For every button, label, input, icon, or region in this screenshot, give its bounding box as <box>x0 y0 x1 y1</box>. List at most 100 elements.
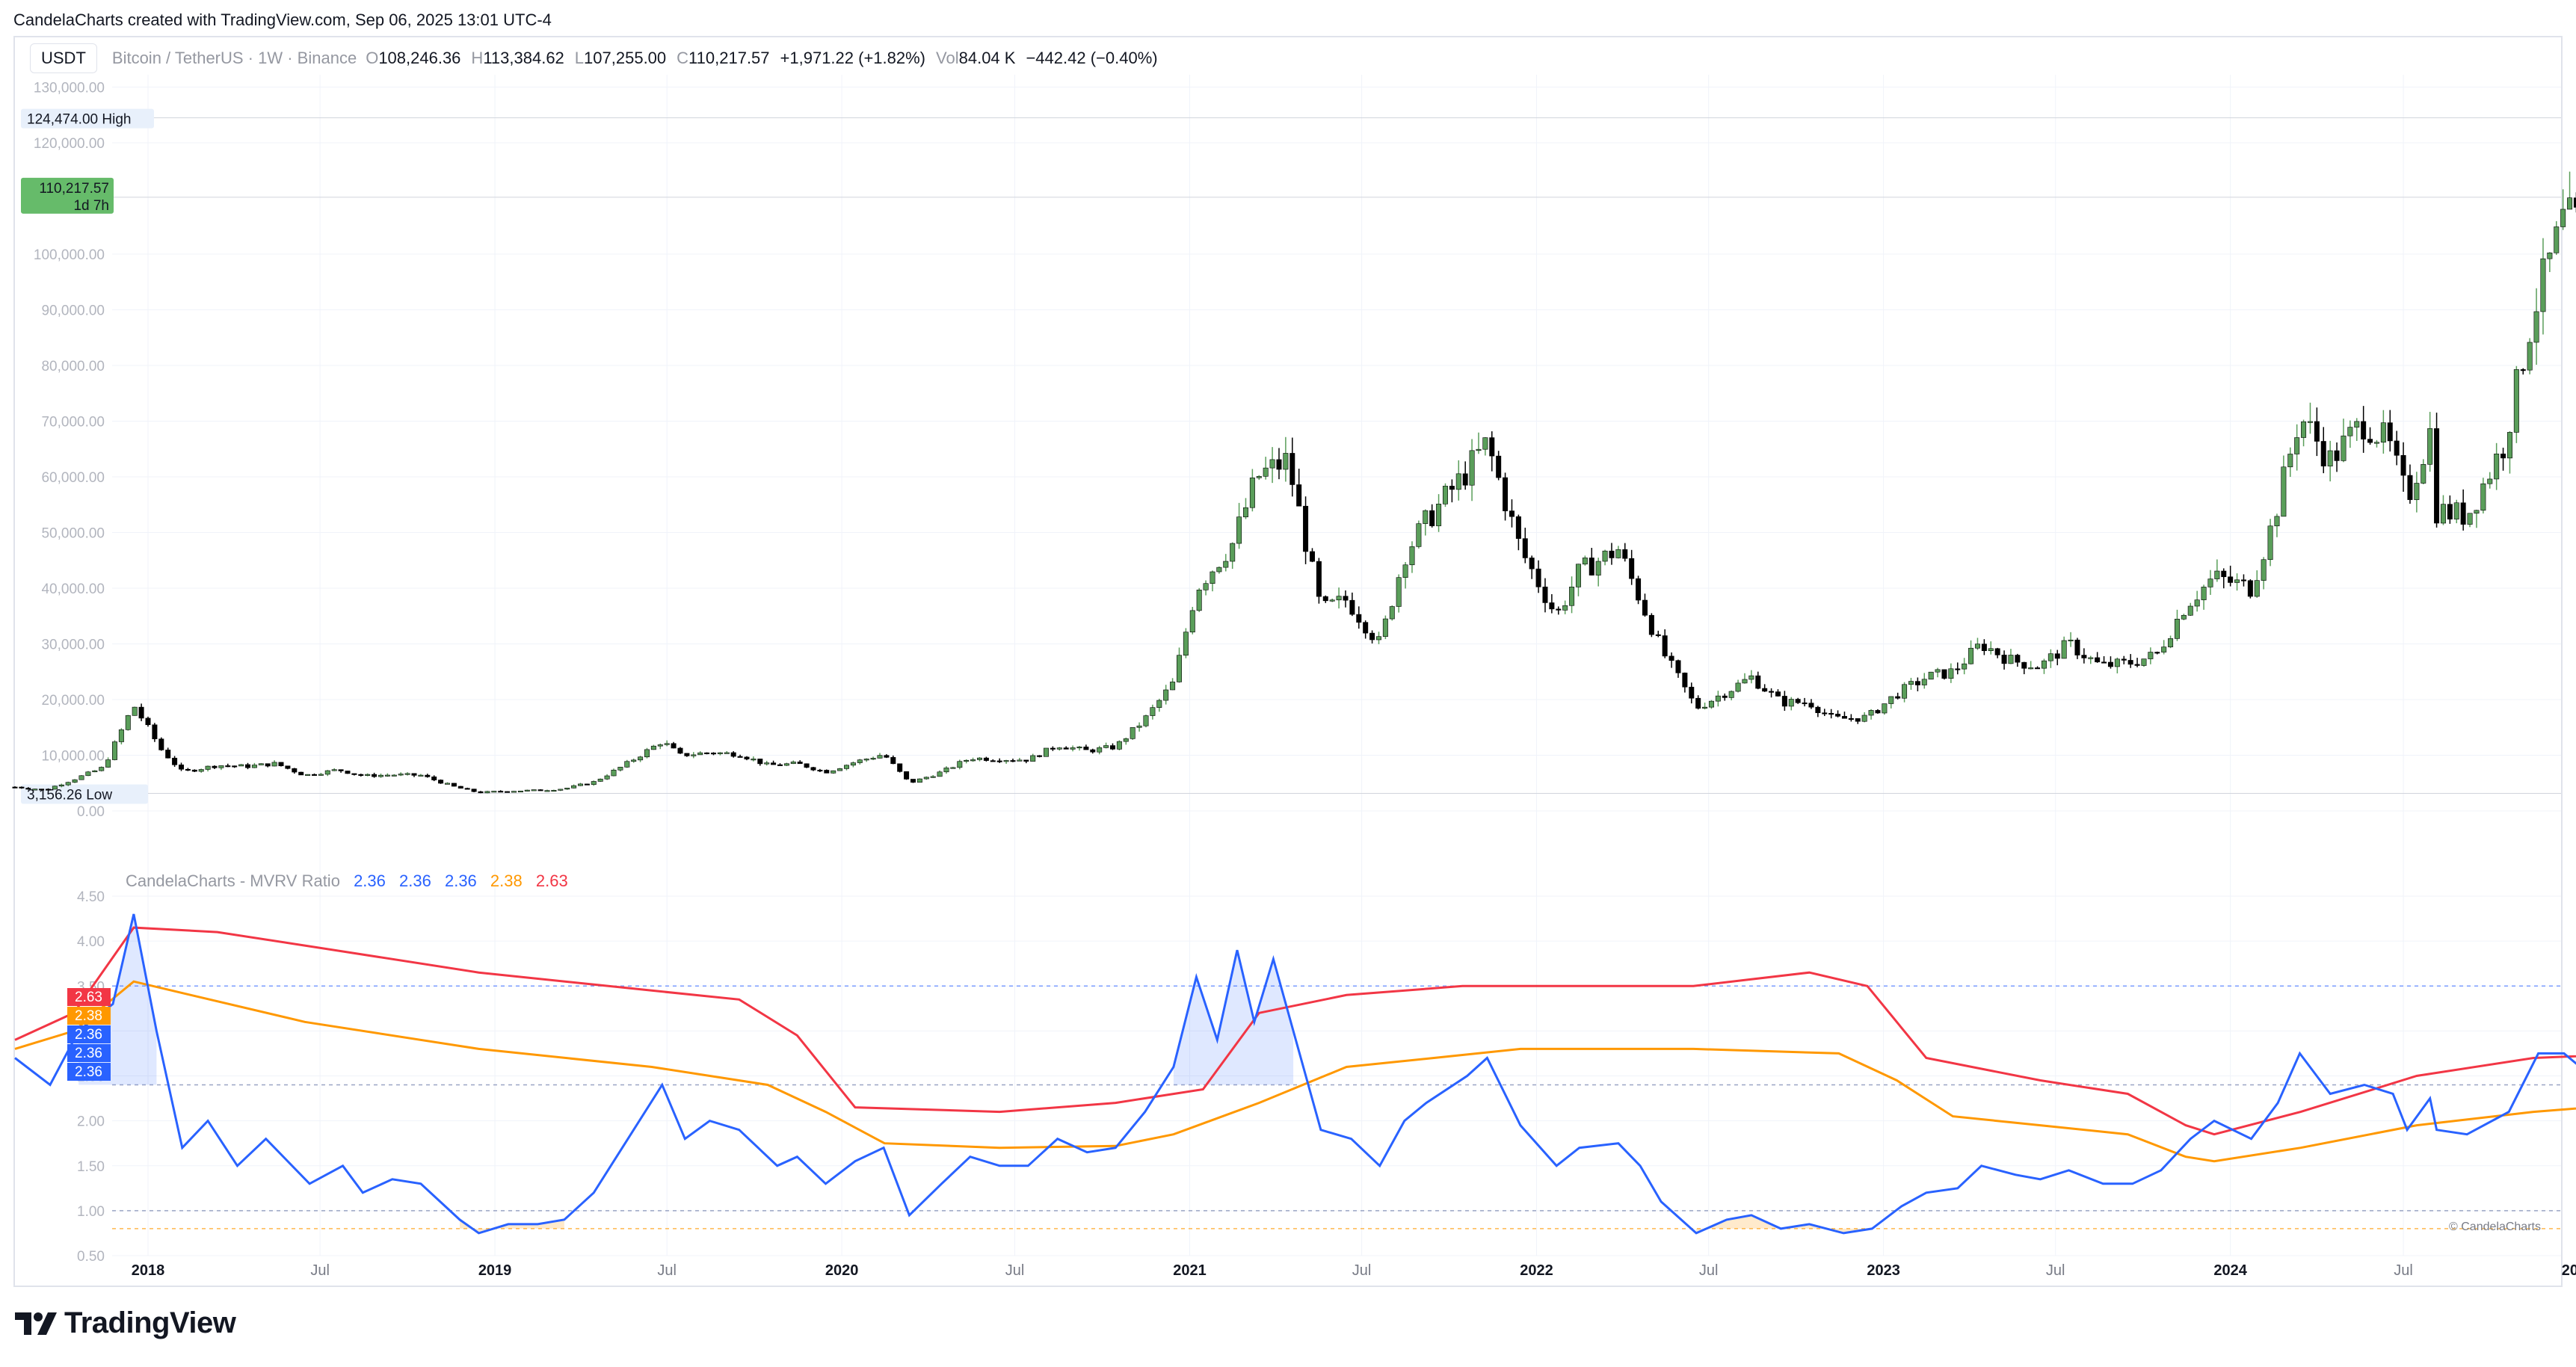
candle-body <box>2361 421 2367 439</box>
candle-body <box>2540 258 2546 312</box>
price-axis-tick: 100,000.00 <box>34 247 105 263</box>
indicator-value-2: 2.36 <box>399 871 431 890</box>
candle-body <box>551 790 557 792</box>
candle-body <box>1775 691 1781 697</box>
candle-body <box>1815 706 1821 714</box>
candle-body <box>2181 614 2187 620</box>
candle-body <box>584 783 590 786</box>
time-axis-tick: 2018 <box>132 1262 165 1279</box>
candle-body <box>817 769 823 772</box>
candle-body <box>1908 681 1914 685</box>
candle-body <box>1888 696 1894 704</box>
indicator-title[interactable]: CandelaCharts - MVRV Ratio <box>126 871 340 890</box>
candle-body <box>1476 448 1482 451</box>
candle-body <box>2107 661 2113 667</box>
candle-body <box>1941 669 1947 679</box>
tradingview-logo[interactable]: TradingView <box>15 1306 236 1340</box>
candle-body <box>145 718 151 726</box>
candle-body <box>1449 486 1455 490</box>
indicator-legend: CandelaCharts - MVRV Ratio 2.36 2.36 2.3… <box>126 871 577 891</box>
candle-body <box>1375 636 1381 641</box>
candle-body <box>2460 502 2466 525</box>
candle-body <box>244 764 250 768</box>
candle-body <box>132 706 138 716</box>
candle-body <box>571 785 577 789</box>
candle-body <box>285 765 291 769</box>
time-axis-tick: Jul <box>1352 1262 1372 1279</box>
candle-body <box>624 761 630 768</box>
open-value: 108,246.36 <box>378 49 461 67</box>
candle-body <box>1762 688 1768 692</box>
candle-body <box>1070 747 1076 750</box>
candle-body <box>1097 747 1103 753</box>
candle-body <box>25 788 31 790</box>
candle-body <box>1948 668 1954 679</box>
candle-body <box>1642 599 1648 616</box>
candle-body <box>2121 658 2127 661</box>
candle-body <box>1269 459 1275 469</box>
candle-body <box>1037 755 1043 757</box>
candle-body <box>471 789 477 792</box>
mvrv-axis-tick: 1.50 <box>77 1159 105 1175</box>
mvrv-upper-band-line <box>14 926 2576 1136</box>
candle-body <box>1828 712 1834 715</box>
candle-body <box>2148 652 2154 659</box>
candle-body <box>1356 614 1362 623</box>
candle-body <box>2047 653 2053 661</box>
mvrv-ratio-line <box>14 913 2576 1235</box>
candle-body <box>431 777 437 780</box>
candle-body <box>2301 421 2307 438</box>
price-axis-tick: 10,000.00 <box>41 749 105 765</box>
candle-body <box>2334 450 2340 461</box>
symbol-title[interactable]: Bitcoin / TetherUS · 1W · Binance <box>111 49 357 67</box>
candle-body <box>730 752 736 757</box>
candle-body <box>1003 760 1009 762</box>
candle-body <box>1609 550 1615 558</box>
candle-body <box>2041 660 2047 669</box>
candle-body <box>2001 655 2007 664</box>
candle-body <box>258 763 264 765</box>
candle-body <box>1781 696 1787 707</box>
candle-body <box>1109 745 1115 750</box>
candle-body <box>2314 421 2320 442</box>
currency-button[interactable]: USDT <box>30 43 97 73</box>
candle-body <box>1974 644 1980 649</box>
candle-body <box>2533 311 2539 343</box>
tradingview-wordmark: TradingView <box>64 1306 236 1339</box>
price-axis-tick: 50,000.00 <box>41 526 105 542</box>
candle-body <box>165 750 171 759</box>
candle-body <box>2028 667 2034 670</box>
candle-body <box>2015 655 2021 663</box>
candle-body <box>2506 432 2512 459</box>
candle-body <box>411 773 417 776</box>
candle-body <box>372 774 378 777</box>
candle-body <box>491 791 497 793</box>
candle-body <box>644 749 650 758</box>
candle-body <box>1875 710 1881 714</box>
candle-body <box>19 786 25 789</box>
close-value: 110,217.57 <box>688 49 770 67</box>
candle-body <box>1223 561 1229 568</box>
candle-body <box>531 789 537 791</box>
candle-body <box>2287 454 2293 468</box>
candle-body <box>2347 427 2353 436</box>
mvrv-value-badge <box>67 1063 111 1081</box>
price-axis-tick: 0.00 <box>77 804 105 820</box>
mvrv-value-badge <box>67 1044 111 1062</box>
candle-body <box>524 789 530 791</box>
candle-body <box>271 762 277 767</box>
candle-body <box>2567 197 2573 210</box>
candle-body <box>1655 634 1661 636</box>
candle-body <box>158 738 164 750</box>
candle-body <box>92 770 98 773</box>
candle-body <box>1549 602 1555 610</box>
candle-body <box>717 752 723 754</box>
candle-body <box>990 760 996 762</box>
candle-body <box>498 791 504 793</box>
candle-body <box>2154 652 2160 654</box>
candle-body <box>2341 435 2347 461</box>
candle-body <box>1489 437 1495 457</box>
candle-body <box>950 767 956 769</box>
candle-body <box>1123 738 1129 742</box>
